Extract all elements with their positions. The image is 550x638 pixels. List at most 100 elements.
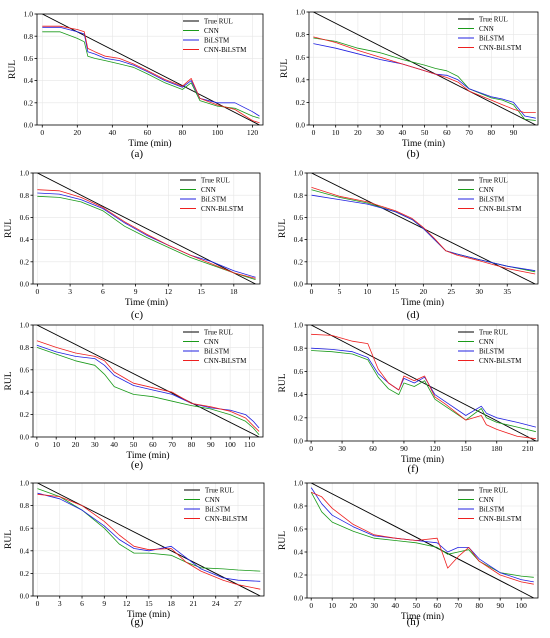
x-tick-label: 0 bbox=[310, 287, 314, 296]
panel-label: (d) bbox=[407, 309, 420, 321]
x-tick-label: 18 bbox=[167, 599, 175, 608]
x-tick-label: 15 bbox=[145, 599, 153, 608]
x-tick-label: 20 bbox=[349, 601, 357, 610]
x-tick-label: 70 bbox=[465, 128, 473, 137]
y-axis-label: RUL bbox=[278, 219, 288, 238]
series-line-true-rul bbox=[42, 14, 260, 125]
chart-panel: 0 3 6 9 12 15 18 0.0 0.2 0.4 0.6 0.8 1.0 Time (min) RU… bbox=[4, 169, 261, 321]
y-tick-label: 0.8 bbox=[20, 501, 30, 510]
legend-entry: CNN-BiLSTM bbox=[204, 357, 247, 365]
x-tick-label: 20 bbox=[354, 128, 362, 137]
x-tick-label: 15 bbox=[197, 287, 205, 296]
legend-entry: True RUL bbox=[479, 328, 508, 336]
x-tick-label: 10 bbox=[332, 128, 340, 137]
x-tick-label: 24 bbox=[212, 599, 220, 608]
x-axis-label: Time (min) bbox=[401, 611, 444, 622]
x-tick-label: 90 bbox=[400, 444, 408, 453]
x-tick-label: 90 bbox=[510, 128, 518, 137]
panel-label: (b) bbox=[407, 148, 420, 160]
x-tick-label: 110 bbox=[244, 440, 255, 449]
series-line-cnn-bilstm bbox=[42, 25, 260, 124]
legend-entry: CNN bbox=[479, 186, 494, 194]
x-tick-label: 80 bbox=[488, 128, 496, 137]
panel-label: (g) bbox=[131, 616, 144, 628]
x-tick-label: 80 bbox=[475, 601, 483, 610]
x-tick-label: 90 bbox=[207, 440, 215, 449]
legend-entry: CNN-BiLSTM bbox=[205, 515, 248, 523]
x-tick-label: 70 bbox=[454, 601, 462, 610]
x-axis-label: Time (min) bbox=[402, 138, 445, 149]
chart-panel: 0 20 40 60 80 100 120 0.0 0.2 0.4 0.6 0.8 1.0 Time (m… bbox=[8, 10, 264, 160]
x-tick-label: 70 bbox=[168, 440, 176, 449]
x-tick-label: 6 bbox=[80, 599, 84, 608]
series-line-cnn bbox=[36, 347, 260, 436]
x-tick-label: 90 bbox=[496, 601, 504, 610]
y-axis-label: RUL bbox=[278, 373, 288, 392]
x-tick-label: 3 bbox=[58, 599, 62, 608]
legend-entry: CNN bbox=[204, 338, 219, 346]
y-tick-label: 0.4 bbox=[294, 548, 304, 557]
x-axis-label: Time (min) bbox=[401, 454, 444, 465]
y-tick-label: 0.6 bbox=[296, 53, 306, 62]
y-tick-label: 0.8 bbox=[294, 502, 304, 511]
series-line-true-rul bbox=[313, 12, 537, 125]
legend-entry: CNN bbox=[479, 338, 494, 346]
y-tick-label: 0.4 bbox=[294, 390, 304, 399]
x-tick-label: 30 bbox=[376, 128, 384, 137]
legend-entry: CNN bbox=[205, 496, 220, 504]
y-tick-label: 0.6 bbox=[294, 367, 304, 376]
x-tick-label: 30 bbox=[91, 440, 99, 449]
chart-panel: 0 30 60 90 120 150 180 210 0.0 0.2 0.4 0.6 0.8 1.0 Tim… bbox=[278, 321, 539, 475]
x-tick-label: 0 bbox=[40, 128, 44, 137]
y-tick-label: 0.2 bbox=[294, 413, 304, 422]
y-tick-label: 0.4 bbox=[20, 235, 30, 244]
y-axis-label: RUL bbox=[4, 219, 14, 238]
legend-entry: CNN bbox=[201, 186, 216, 194]
series-line-cnn bbox=[37, 195, 256, 280]
x-tick-label: 0 bbox=[309, 444, 313, 453]
y-tick-label: 0.8 bbox=[294, 344, 304, 353]
y-tick-label: 0.0 bbox=[20, 592, 30, 601]
x-tick-label: 60 bbox=[149, 440, 157, 449]
y-tick-label: 0.8 bbox=[296, 30, 306, 39]
x-axis-label: Time (min) bbox=[126, 450, 169, 461]
x-tick-label: 60 bbox=[433, 601, 441, 610]
y-tick-label: 0.8 bbox=[294, 191, 304, 200]
y-tick-label: 1.0 bbox=[294, 479, 304, 488]
legend-entry: BiLSTM bbox=[479, 34, 505, 42]
y-tick-label: 1.0 bbox=[294, 169, 304, 178]
x-tick-label: 80 bbox=[179, 128, 187, 137]
y-tick-label: 0.6 bbox=[20, 213, 30, 222]
series-line-cnn-bilstm bbox=[313, 36, 536, 113]
legend-entry: True RUL bbox=[479, 486, 508, 494]
legend-entry: CNN-BiLSTM bbox=[479, 205, 522, 213]
y-tick-label: 0.0 bbox=[296, 121, 306, 130]
x-tick-label: 15 bbox=[392, 287, 400, 296]
x-tick-label: 50 bbox=[412, 601, 420, 610]
legend-entry: True RUL bbox=[204, 17, 233, 25]
y-tick-label: 0.4 bbox=[296, 75, 306, 84]
y-tick-label: 0.6 bbox=[20, 365, 30, 374]
x-tick-label: 100 bbox=[212, 128, 224, 137]
x-axis-label: Time (min) bbox=[127, 609, 170, 620]
x-tick-label: 10 bbox=[52, 440, 60, 449]
legend-entry: BiLSTM bbox=[479, 505, 505, 513]
x-tick-label: 50 bbox=[130, 440, 138, 449]
panel-label: (e) bbox=[131, 459, 144, 471]
y-tick-label: 0.2 bbox=[296, 98, 306, 107]
x-tick-label: 9 bbox=[134, 287, 138, 296]
x-tick-label: 0 bbox=[36, 599, 40, 608]
legend-entry: True RUL bbox=[479, 15, 508, 23]
x-tick-label: 60 bbox=[443, 128, 451, 137]
series-line-cnn bbox=[42, 31, 260, 119]
legend-entry: BiLSTM bbox=[201, 195, 227, 203]
x-tick-label: 40 bbox=[391, 601, 399, 610]
series-line-bilstm bbox=[37, 492, 261, 582]
y-tick-label: 0.8 bbox=[20, 343, 30, 352]
legend-entry: BiLSTM bbox=[479, 195, 505, 203]
y-tick-label: 0.4 bbox=[20, 388, 30, 397]
